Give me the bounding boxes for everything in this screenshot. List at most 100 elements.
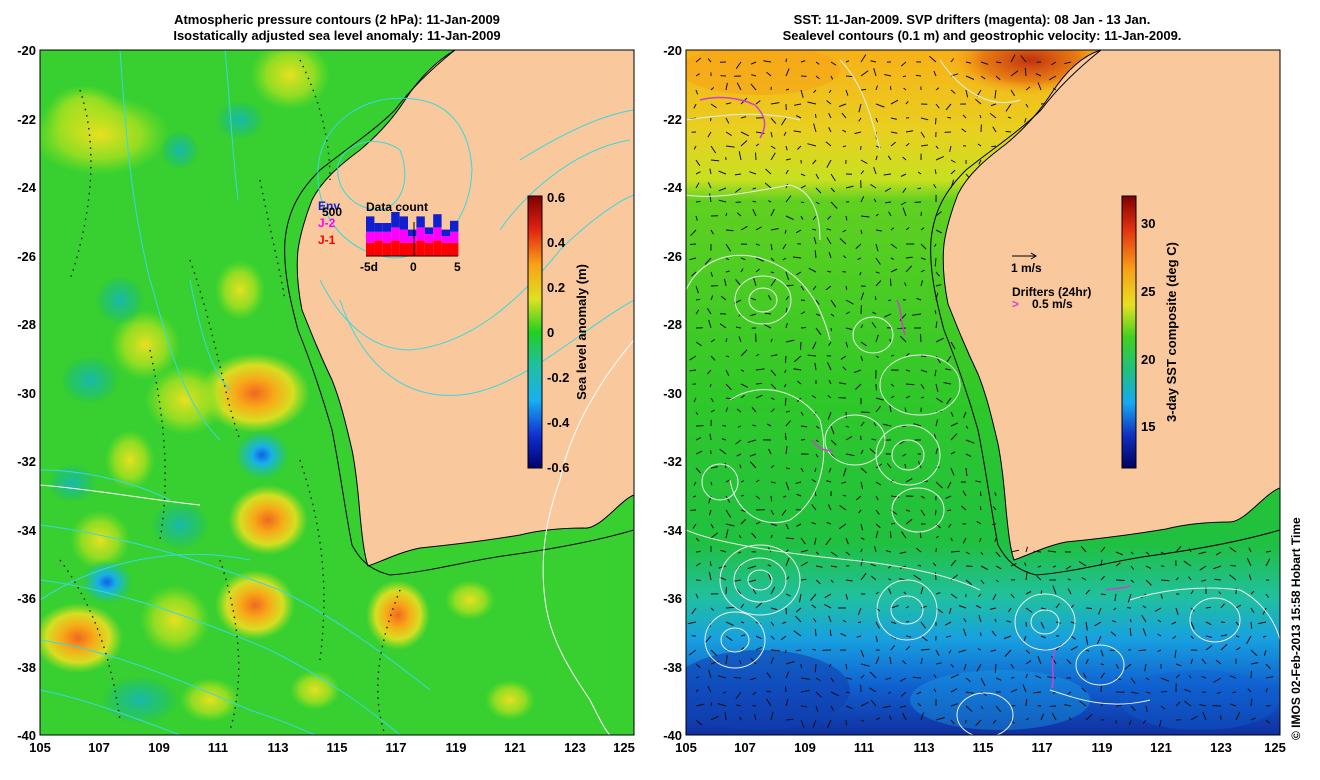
velocity-vector — [733, 676, 742, 679]
inset-bar-j1 — [391, 240, 400, 256]
velocity-vector — [718, 675, 727, 679]
velocity-vector — [860, 170, 865, 175]
velocity-vector — [1265, 688, 1268, 693]
velocity-vector — [845, 537, 849, 545]
velocity-vector — [830, 565, 838, 568]
velocity-vector — [692, 523, 697, 529]
velocity-vector — [935, 535, 939, 539]
velocity-vector — [1265, 663, 1271, 670]
velocity-vector — [1190, 658, 1193, 665]
velocity-vector — [1130, 579, 1135, 583]
sla-tick-0: 0.6 — [547, 190, 565, 205]
velocity-vector — [736, 704, 742, 707]
velocity-vector — [811, 479, 817, 483]
velocity-vector — [812, 648, 817, 651]
velocity-vector — [740, 480, 744, 483]
velocity-vector — [710, 397, 714, 403]
velocity-vector — [845, 215, 848, 221]
velocity-vector — [950, 411, 954, 417]
velocity-vector — [860, 324, 864, 329]
velocity-vector — [934, 310, 937, 315]
velocity-vector — [827, 270, 832, 273]
velocity-vector — [755, 394, 763, 399]
velocity-vector — [725, 655, 728, 665]
velocity-vector — [695, 719, 703, 726]
velocity-vector — [945, 635, 952, 638]
velocity-vector — [830, 425, 835, 435]
velocity-vector — [695, 182, 700, 189]
velocity-vector — [995, 565, 1002, 570]
velocity-vector — [950, 89, 956, 94]
velocity-vector — [935, 337, 944, 343]
velocity-vector — [770, 369, 777, 377]
velocity-vector — [950, 703, 959, 707]
velocity-vector — [830, 299, 837, 308]
velocity-vector — [950, 550, 960, 553]
velocity-vector — [812, 228, 817, 231]
velocity-vector — [766, 71, 772, 77]
velocity-vector — [965, 439, 975, 444]
velocity-vector — [1246, 557, 1252, 567]
velocity-vector — [935, 481, 943, 489]
velocity-vector — [755, 257, 765, 262]
velocity-vector — [920, 621, 927, 629]
right-xtick-10: 125 — [1264, 740, 1286, 755]
velocity-vector — [1174, 649, 1177, 659]
velocity-vector — [920, 280, 924, 287]
velocity-vector — [830, 551, 838, 557]
velocity-vector — [710, 338, 715, 343]
velocity-vector — [1085, 658, 1089, 665]
velocity-vector — [695, 467, 701, 474]
inset-bar-env — [450, 220, 459, 232]
velocity-vector — [1100, 546, 1106, 553]
velocity-vector — [1081, 577, 1087, 581]
velocity-vector — [828, 341, 832, 346]
velocity-vector — [845, 341, 849, 348]
velocity-vector — [811, 504, 817, 511]
velocity-vector — [920, 605, 928, 609]
velocity-vector — [1248, 574, 1252, 581]
inset-bar-j2 — [374, 231, 383, 241]
velocity-vector — [740, 116, 747, 119]
velocity-vector — [725, 229, 734, 232]
velocity-vector — [888, 588, 892, 595]
velocity-legend: 1 m/s Drifters (24hr) > 0.5 m/s — [1011, 252, 1091, 311]
velocity-vector — [1145, 691, 1151, 694]
drifters-label: Drifters (24hr) — [1012, 285, 1091, 299]
velocity-vector — [735, 326, 742, 329]
velocity-vector — [1201, 579, 1207, 582]
velocity-vector — [1129, 618, 1132, 623]
velocity-vector — [1010, 70, 1019, 77]
velocity-vector — [935, 117, 937, 125]
velocity-vector — [916, 297, 922, 301]
velocity-vector — [1047, 550, 1057, 553]
velocity-vector — [825, 537, 832, 546]
inset-legend-j1: J-1 — [318, 233, 336, 247]
velocity-vector — [1033, 691, 1042, 694]
velocity-vector — [782, 621, 787, 624]
sst-tick-0: 30 — [1141, 216, 1155, 231]
sla-tick-4: -0.2 — [547, 370, 569, 385]
sla-colorbar: 0.6 0.4 0.2 0 -0.2 -0.4 -0.6 Sea level a… — [527, 190, 589, 475]
velocity-vector — [709, 433, 712, 441]
velocity-vector — [800, 173, 806, 177]
velocity-vector — [920, 383, 925, 390]
velocity-vector — [693, 481, 697, 486]
velocity-vector — [1115, 562, 1121, 567]
velocity-vector — [797, 380, 802, 385]
velocity-vector — [1145, 677, 1150, 681]
velocity-vector — [800, 215, 804, 220]
velocity-vector — [751, 74, 757, 77]
right-shelf-line — [930, 50, 1280, 576]
velocity-vector — [738, 551, 742, 554]
velocity-vector — [1067, 578, 1072, 581]
velocity-vector — [695, 285, 699, 294]
velocity-vector — [890, 522, 895, 525]
velocity-vector — [1025, 699, 1028, 707]
velocity-vector — [949, 145, 952, 152]
velocity-vector — [935, 649, 940, 656]
velocity-vector — [828, 251, 832, 259]
velocity-vector — [1100, 663, 1105, 666]
velocity-vector — [920, 586, 924, 595]
velocity-vector — [695, 171, 701, 175]
